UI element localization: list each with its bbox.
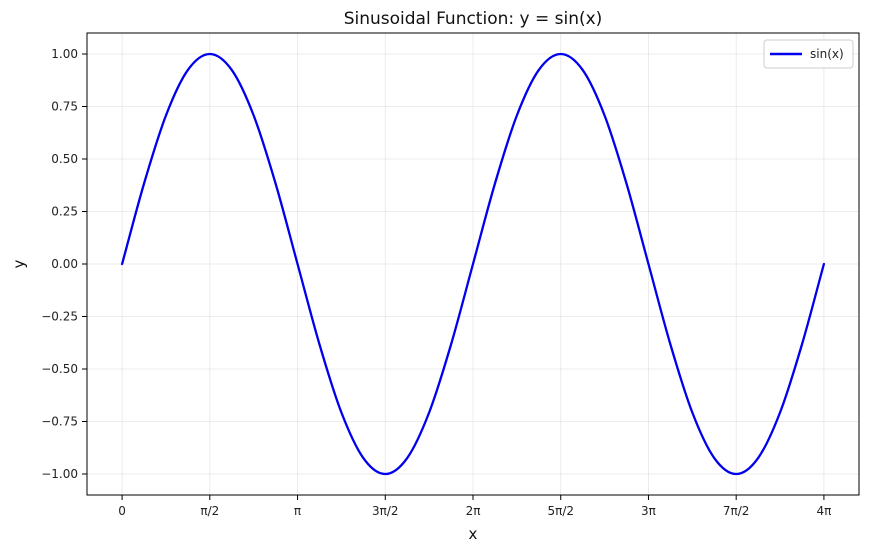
x-tick-label: 7π/2 [723, 504, 750, 518]
legend-entry-label: sin(x) [810, 47, 844, 61]
x-tick-label: π/2 [200, 504, 219, 518]
axis-ticks: 0 π/2 π 3π/2 2π 5π/2 3π 7π/2 4π 1.00 0.75 0.50 0.25 0… [41, 47, 831, 518]
y-tick-label: 0.75 [51, 100, 78, 114]
y-tick-label: −1.00 [41, 467, 78, 481]
y-tick-label: 0.00 [51, 257, 78, 271]
x-tick-label: 3π/2 [372, 504, 399, 518]
y-tick-label: −0.25 [41, 310, 78, 324]
y-tick-label: 1.00 [51, 47, 78, 61]
legend-box [763, 39, 854, 69]
y-tick-label: −0.75 [41, 415, 78, 429]
x-tick-label: 3π [641, 504, 656, 518]
y-tick-label: −0.50 [41, 362, 78, 376]
y-tick-label: 0.50 [51, 152, 78, 166]
series-line [120, 52, 826, 476]
series-layer [120, 52, 826, 476]
x-tick-label: 0 [118, 504, 126, 518]
x-tick-label: 5π/2 [547, 504, 574, 518]
y-axis-label: y [10, 259, 28, 268]
x-tick-label: 2π [466, 504, 481, 518]
x-tick-label: 4π [816, 504, 831, 518]
x-axis-label: x [469, 525, 478, 543]
y-tick-label: 0.25 [51, 205, 78, 219]
legend: sin(x) [763, 39, 854, 69]
x-tick-label: π [294, 504, 301, 518]
chart-title: Sinusoidal Function: y = sin(x) [344, 9, 603, 29]
